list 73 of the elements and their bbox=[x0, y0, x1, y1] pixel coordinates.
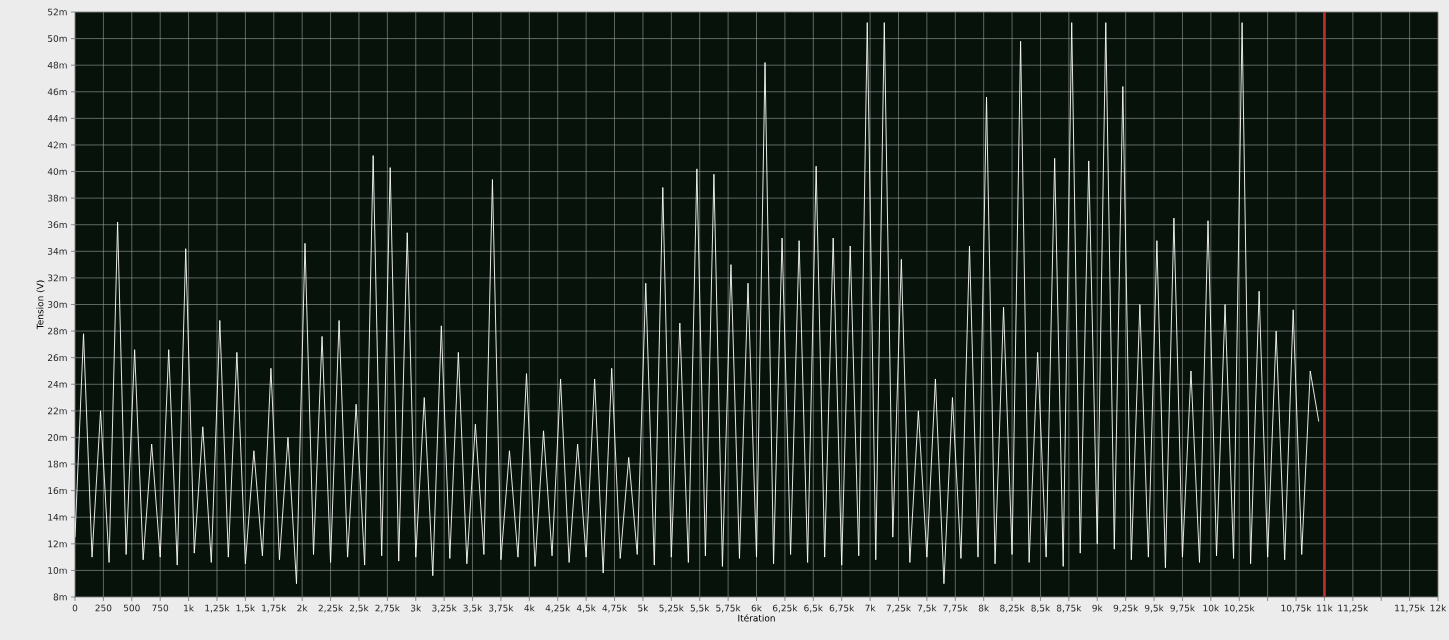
x-tick-label: 2,75k bbox=[375, 604, 400, 613]
x-tick-label: 9,25k bbox=[1113, 604, 1139, 613]
y-tick-label: 32m bbox=[48, 274, 67, 282]
y-tick-label: 52m bbox=[48, 8, 67, 16]
x-tick-label: 8,75k bbox=[1056, 604, 1082, 613]
x-tick-label: 11,25k bbox=[1338, 604, 1369, 613]
y-tick-label: 18m bbox=[48, 460, 67, 468]
x-axis-title: Itération bbox=[738, 614, 775, 622]
x-tick-label: 10k bbox=[1203, 604, 1220, 612]
y-tick-label: 8m bbox=[53, 593, 67, 601]
x-tick-label: 250 bbox=[95, 604, 112, 612]
x-tick-label: 4,75k bbox=[602, 604, 628, 613]
x-tick-label: 9k bbox=[1092, 604, 1103, 612]
y-tick-label: 28m bbox=[47, 327, 67, 335]
y-tick-label: 34m bbox=[48, 247, 67, 255]
x-tick-label: 7,75k bbox=[943, 604, 968, 613]
y-tick-label: 20m bbox=[47, 434, 67, 441]
x-tick-label: 4,25k bbox=[545, 604, 571, 613]
x-tick-label: 8,25k bbox=[1000, 604, 1025, 613]
x-tick-label: 2,5k bbox=[349, 604, 369, 613]
y-tick-label: 46m bbox=[47, 88, 67, 96]
x-tick-label: 3,25k bbox=[432, 604, 457, 613]
y-tick-label: 14m bbox=[48, 513, 67, 521]
x-tick-label: 500 bbox=[123, 604, 140, 612]
x-tick-label: 1,5k bbox=[236, 604, 256, 613]
y-axis-title: Tension (V) bbox=[36, 280, 45, 330]
x-tick-label: 3,5k bbox=[463, 604, 483, 613]
x-tick-label: 5k bbox=[638, 604, 649, 612]
x-tick-label: 5,75k bbox=[716, 604, 741, 613]
line-series bbox=[75, 22, 1320, 585]
y-tick-label: 36m bbox=[48, 221, 67, 229]
x-tick-label: 5,25k bbox=[659, 604, 684, 613]
x-tick-label: 2k bbox=[297, 604, 308, 612]
y-tick-label: 22m bbox=[47, 407, 67, 415]
x-tick-label: 6,75k bbox=[829, 604, 855, 613]
x-tick-label: 6,25k bbox=[772, 604, 798, 613]
y-tick-label: 10m bbox=[48, 567, 67, 574]
x-tick-label: 1,25k bbox=[205, 604, 230, 613]
x-tick-label: 10,25k bbox=[1224, 604, 1255, 613]
x-tick-label: 1k bbox=[184, 604, 195, 612]
x-tick-label: 750 bbox=[152, 604, 169, 612]
x-tick-label: 6k bbox=[751, 604, 762, 612]
x-tick-label: 1,75k bbox=[262, 604, 287, 613]
y-tick-label: 38m bbox=[48, 194, 67, 202]
y-tick-label: 50m bbox=[48, 35, 67, 42]
x-tick-label: 0 bbox=[72, 604, 78, 612]
x-tick-label: 7,25k bbox=[886, 604, 912, 613]
x-tick-label: 9,75k bbox=[1170, 604, 1195, 613]
x-tick-label: 3,75k bbox=[489, 604, 514, 613]
x-tick-label: 12k bbox=[1430, 604, 1447, 612]
y-tick-label: 16m bbox=[48, 487, 67, 495]
x-tick-label: 11k bbox=[1317, 604, 1333, 612]
x-tick-label: 8,5k bbox=[1031, 604, 1051, 613]
x-tick-label: 9,5k bbox=[1144, 604, 1164, 613]
y-tick-label: 24m bbox=[47, 380, 67, 388]
y-tick-label: 12m bbox=[48, 540, 67, 548]
x-tick-label: 3k bbox=[410, 604, 422, 612]
x-tick-label: 8k bbox=[978, 604, 990, 612]
x-tick-label: 7k bbox=[865, 604, 876, 612]
x-tick-label: 11,75k bbox=[1395, 604, 1426, 613]
y-tick-label: 40m bbox=[47, 168, 67, 175]
x-tick-label: 2,25k bbox=[318, 604, 344, 613]
x-tick-label: 6,5k bbox=[804, 604, 823, 613]
x-tick-label: 4k bbox=[524, 604, 535, 612]
y-tick-label: 26m bbox=[47, 354, 67, 362]
y-tick-label: 30m bbox=[48, 301, 67, 308]
y-tick-label: 44m bbox=[47, 115, 67, 122]
y-tick-label: 48m bbox=[47, 61, 67, 69]
y-tick-label: 42m bbox=[47, 141, 67, 149]
x-tick-label: 5,5k bbox=[690, 604, 710, 613]
x-tick-label: 10,75k bbox=[1281, 604, 1312, 613]
x-tick-label: 4,5k bbox=[576, 604, 596, 613]
x-tick-label: 7,5k bbox=[917, 604, 937, 613]
